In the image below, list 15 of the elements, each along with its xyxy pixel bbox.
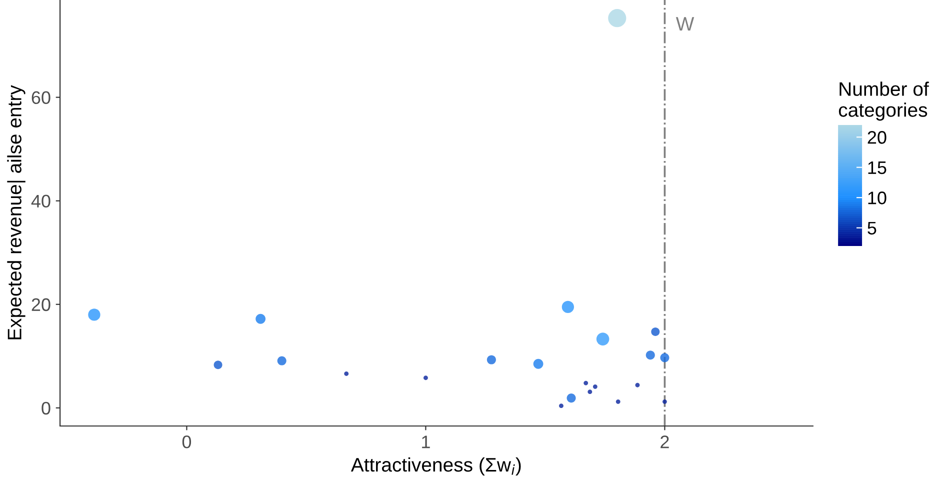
color-bar-title: Number of categories: [838, 82, 929, 121]
y-tick-label: 60: [32, 91, 50, 104]
y-tick-label: 40: [31, 194, 50, 208]
x-tick-label: 2: [660, 436, 669, 448]
x-tick-label: 0: [182, 436, 192, 448]
y-axis-title: Expected revenue| ailse entry: [7, 85, 26, 340]
ref-line-label: W: [676, 17, 694, 31]
x-axis-title: Attractiveness (Σw$_{i}$): [350, 457, 521, 476]
color-bar-label: 15: [868, 161, 886, 174]
x-tick-label: 1: [422, 436, 430, 448]
y-tick-label: 20: [32, 298, 50, 312]
color-bar-label: 5: [868, 222, 876, 235]
y-tick-label: 0: [42, 402, 50, 415]
color-bar-label: 10: [868, 192, 886, 204]
color-bar-label: 20: [868, 131, 886, 144]
